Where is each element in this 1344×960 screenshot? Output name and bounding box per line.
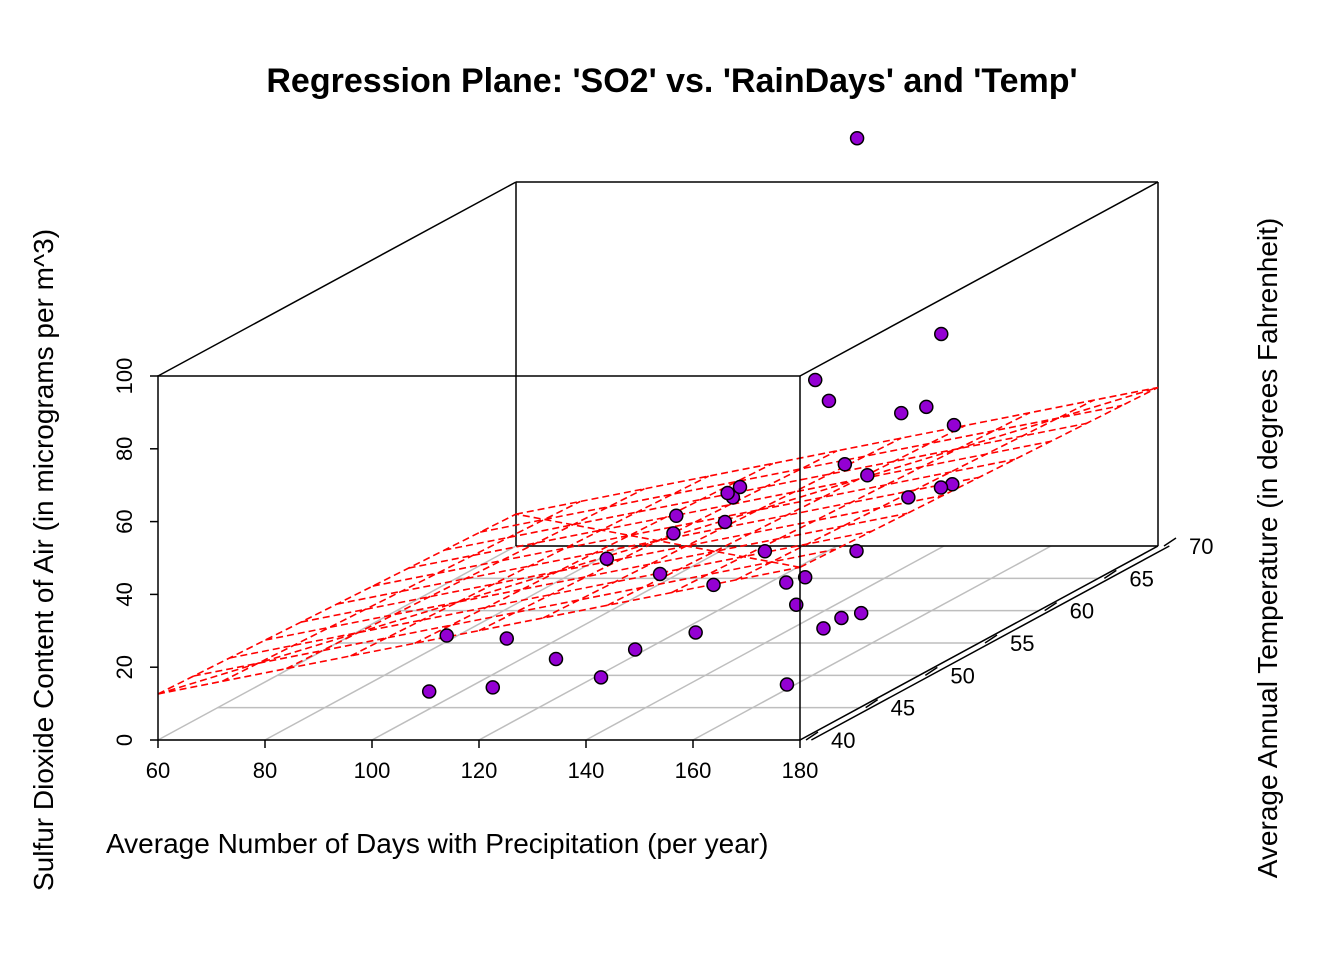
data-point	[788, 597, 804, 612]
plane-mesh-line	[480, 404, 1123, 533]
data-point	[627, 642, 643, 657]
data-point	[933, 480, 949, 495]
z-axis-title: Sulfur Dioxide Content of Air (in microg…	[28, 229, 59, 891]
chart-title: Regression Plane: 'SO2' vs. 'RainDays' a…	[266, 62, 1077, 100]
y-tick-label: 65	[1129, 566, 1153, 591]
data-point	[919, 399, 934, 415]
data-point	[837, 457, 853, 472]
box-edge	[799, 545, 1159, 741]
z-tick-label: 0	[112, 734, 137, 746]
data-point	[816, 621, 831, 636]
plane-mesh-line	[372, 458, 1015, 587]
x-axis: 60 80 100 120 140 160 180	[146, 740, 819, 783]
y-axis-tick	[1163, 537, 1177, 547]
x-tick-label: 120	[461, 758, 498, 783]
data-point	[421, 684, 437, 699]
data-point	[834, 610, 849, 626]
plane-mesh-line	[444, 422, 1087, 551]
z-tick-label: 40	[112, 582, 137, 606]
data-point	[797, 570, 813, 585]
x-tick-label: 60	[146, 758, 170, 783]
x-tick-label: 160	[675, 758, 712, 783]
y-tick-label: 45	[891, 696, 915, 721]
y-axis-tick	[924, 666, 938, 676]
plane-mesh-line	[157, 566, 801, 695]
data-point	[669, 508, 684, 523]
data-point	[593, 670, 609, 685]
y-axis-title: Average Annual Temperature (in degrees F…	[1252, 218, 1283, 879]
data-point	[894, 405, 909, 421]
plane-mesh-line	[221, 500, 581, 683]
data-point	[901, 490, 916, 505]
y-axis-line	[810, 545, 1170, 741]
y-axis-tick	[1044, 602, 1058, 612]
data-point	[652, 566, 668, 582]
y-tick-label: 70	[1189, 534, 1213, 559]
y-axis-tick	[984, 634, 998, 644]
y-tick-label: 60	[1070, 599, 1094, 624]
box-edge	[799, 181, 1159, 377]
z-tick-label: 100	[112, 358, 137, 395]
data-point	[439, 628, 454, 643]
data-point	[717, 514, 733, 530]
y-tick-label: 40	[831, 728, 855, 753]
z-tick-label: 80	[112, 437, 137, 461]
box-edge	[157, 181, 517, 377]
data-point	[821, 393, 837, 409]
data-point	[849, 543, 864, 559]
data-point	[849, 130, 865, 146]
regression-plane	[157, 386, 1159, 695]
plane-mesh-line	[301, 494, 944, 623]
plane-mesh-line	[336, 476, 980, 605]
y-tick-label: 50	[950, 663, 974, 688]
y-tick-label: 55	[1010, 631, 1034, 656]
y-axis-tick	[805, 731, 819, 741]
x-tick-label: 100	[354, 758, 391, 783]
data-points	[421, 130, 962, 699]
z-tick-label: 20	[112, 655, 137, 679]
data-point	[688, 625, 703, 640]
data-point	[853, 605, 869, 621]
x-tick-label: 80	[253, 758, 277, 783]
data-point	[599, 551, 615, 566]
plane-mesh-line	[286, 488, 645, 670]
y-axis-tick	[865, 699, 879, 709]
plane-mesh-line	[350, 475, 709, 657]
data-point	[860, 467, 875, 483]
data-point	[548, 651, 564, 667]
data-point	[499, 631, 515, 646]
x-axis-title: Average Number of Days with Precipitatio…	[106, 828, 768, 859]
y-axis: 40 45 50 55 60 65 70	[805, 534, 1213, 753]
data-point	[807, 372, 823, 388]
z-axis: 0 20 40 60 80 100	[112, 358, 158, 746]
plot-box-back	[157, 181, 1159, 547]
plot-box-front	[157, 375, 1159, 741]
data-point	[706, 577, 721, 593]
plane-mesh-line	[515, 513, 801, 569]
data-point	[485, 680, 501, 695]
data-point	[779, 677, 795, 692]
data-point	[778, 575, 794, 590]
data-point	[720, 485, 735, 501]
data-point	[934, 326, 949, 342]
plane-mesh-line	[193, 548, 836, 677]
box-front-face	[157, 375, 801, 741]
z-tick-label: 60	[112, 509, 137, 533]
data-point	[757, 544, 773, 559]
plane-mesh-line	[414, 462, 774, 645]
data-point	[946, 417, 962, 433]
x-tick-label: 180	[782, 758, 819, 783]
plane-mesh-line	[408, 440, 1051, 569]
data-point	[732, 479, 748, 495]
data-point	[666, 526, 681, 541]
y-axis-tick	[1103, 569, 1117, 579]
plane-mesh-line	[515, 386, 1159, 515]
x-tick-label: 140	[568, 758, 605, 783]
